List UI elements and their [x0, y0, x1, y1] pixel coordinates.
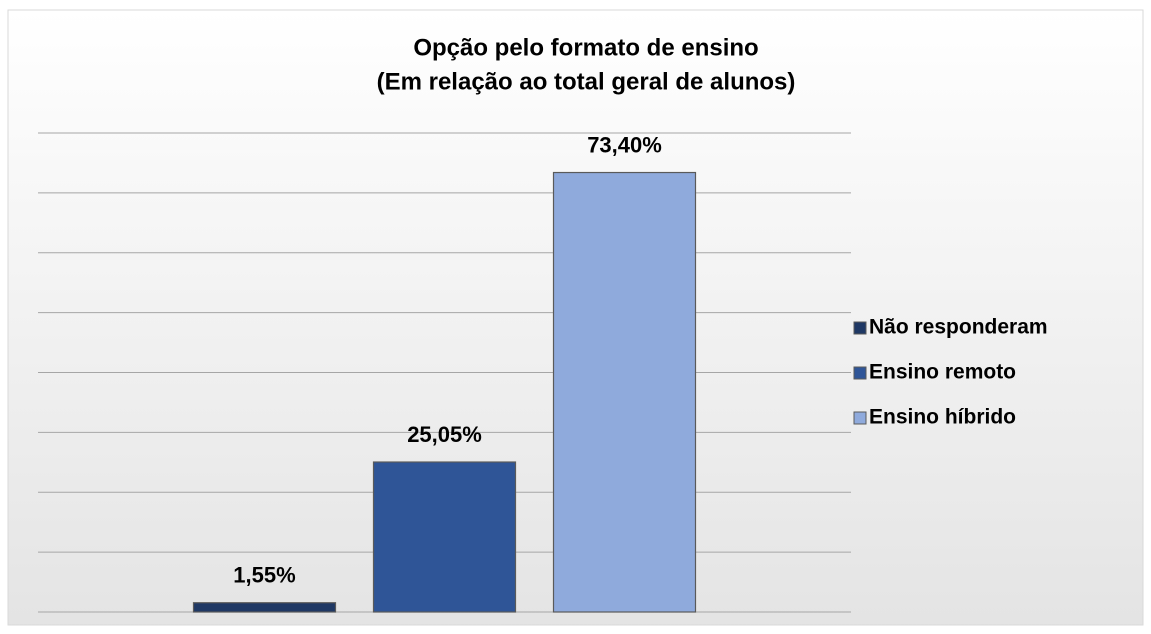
bar — [192, 602, 337, 613]
legend-label: Não responderam — [869, 316, 1048, 339]
legend-label: Ensino híbrido — [869, 406, 1016, 429]
legend-label: Ensino remoto — [869, 361, 1016, 384]
legend-swatch — [853, 411, 867, 425]
bar — [372, 461, 517, 613]
legend-swatch — [853, 321, 867, 335]
legend-swatch — [853, 366, 867, 380]
data-label: 73,40% — [587, 132, 662, 157]
chart-title: Opção pelo formato de ensino — [413, 34, 758, 61]
data-label: 25,05% — [407, 422, 482, 447]
bar — [552, 171, 697, 613]
chart-title: (Em relação ao total geral de alunos) — [377, 68, 796, 95]
data-label: 1,55% — [233, 563, 295, 588]
